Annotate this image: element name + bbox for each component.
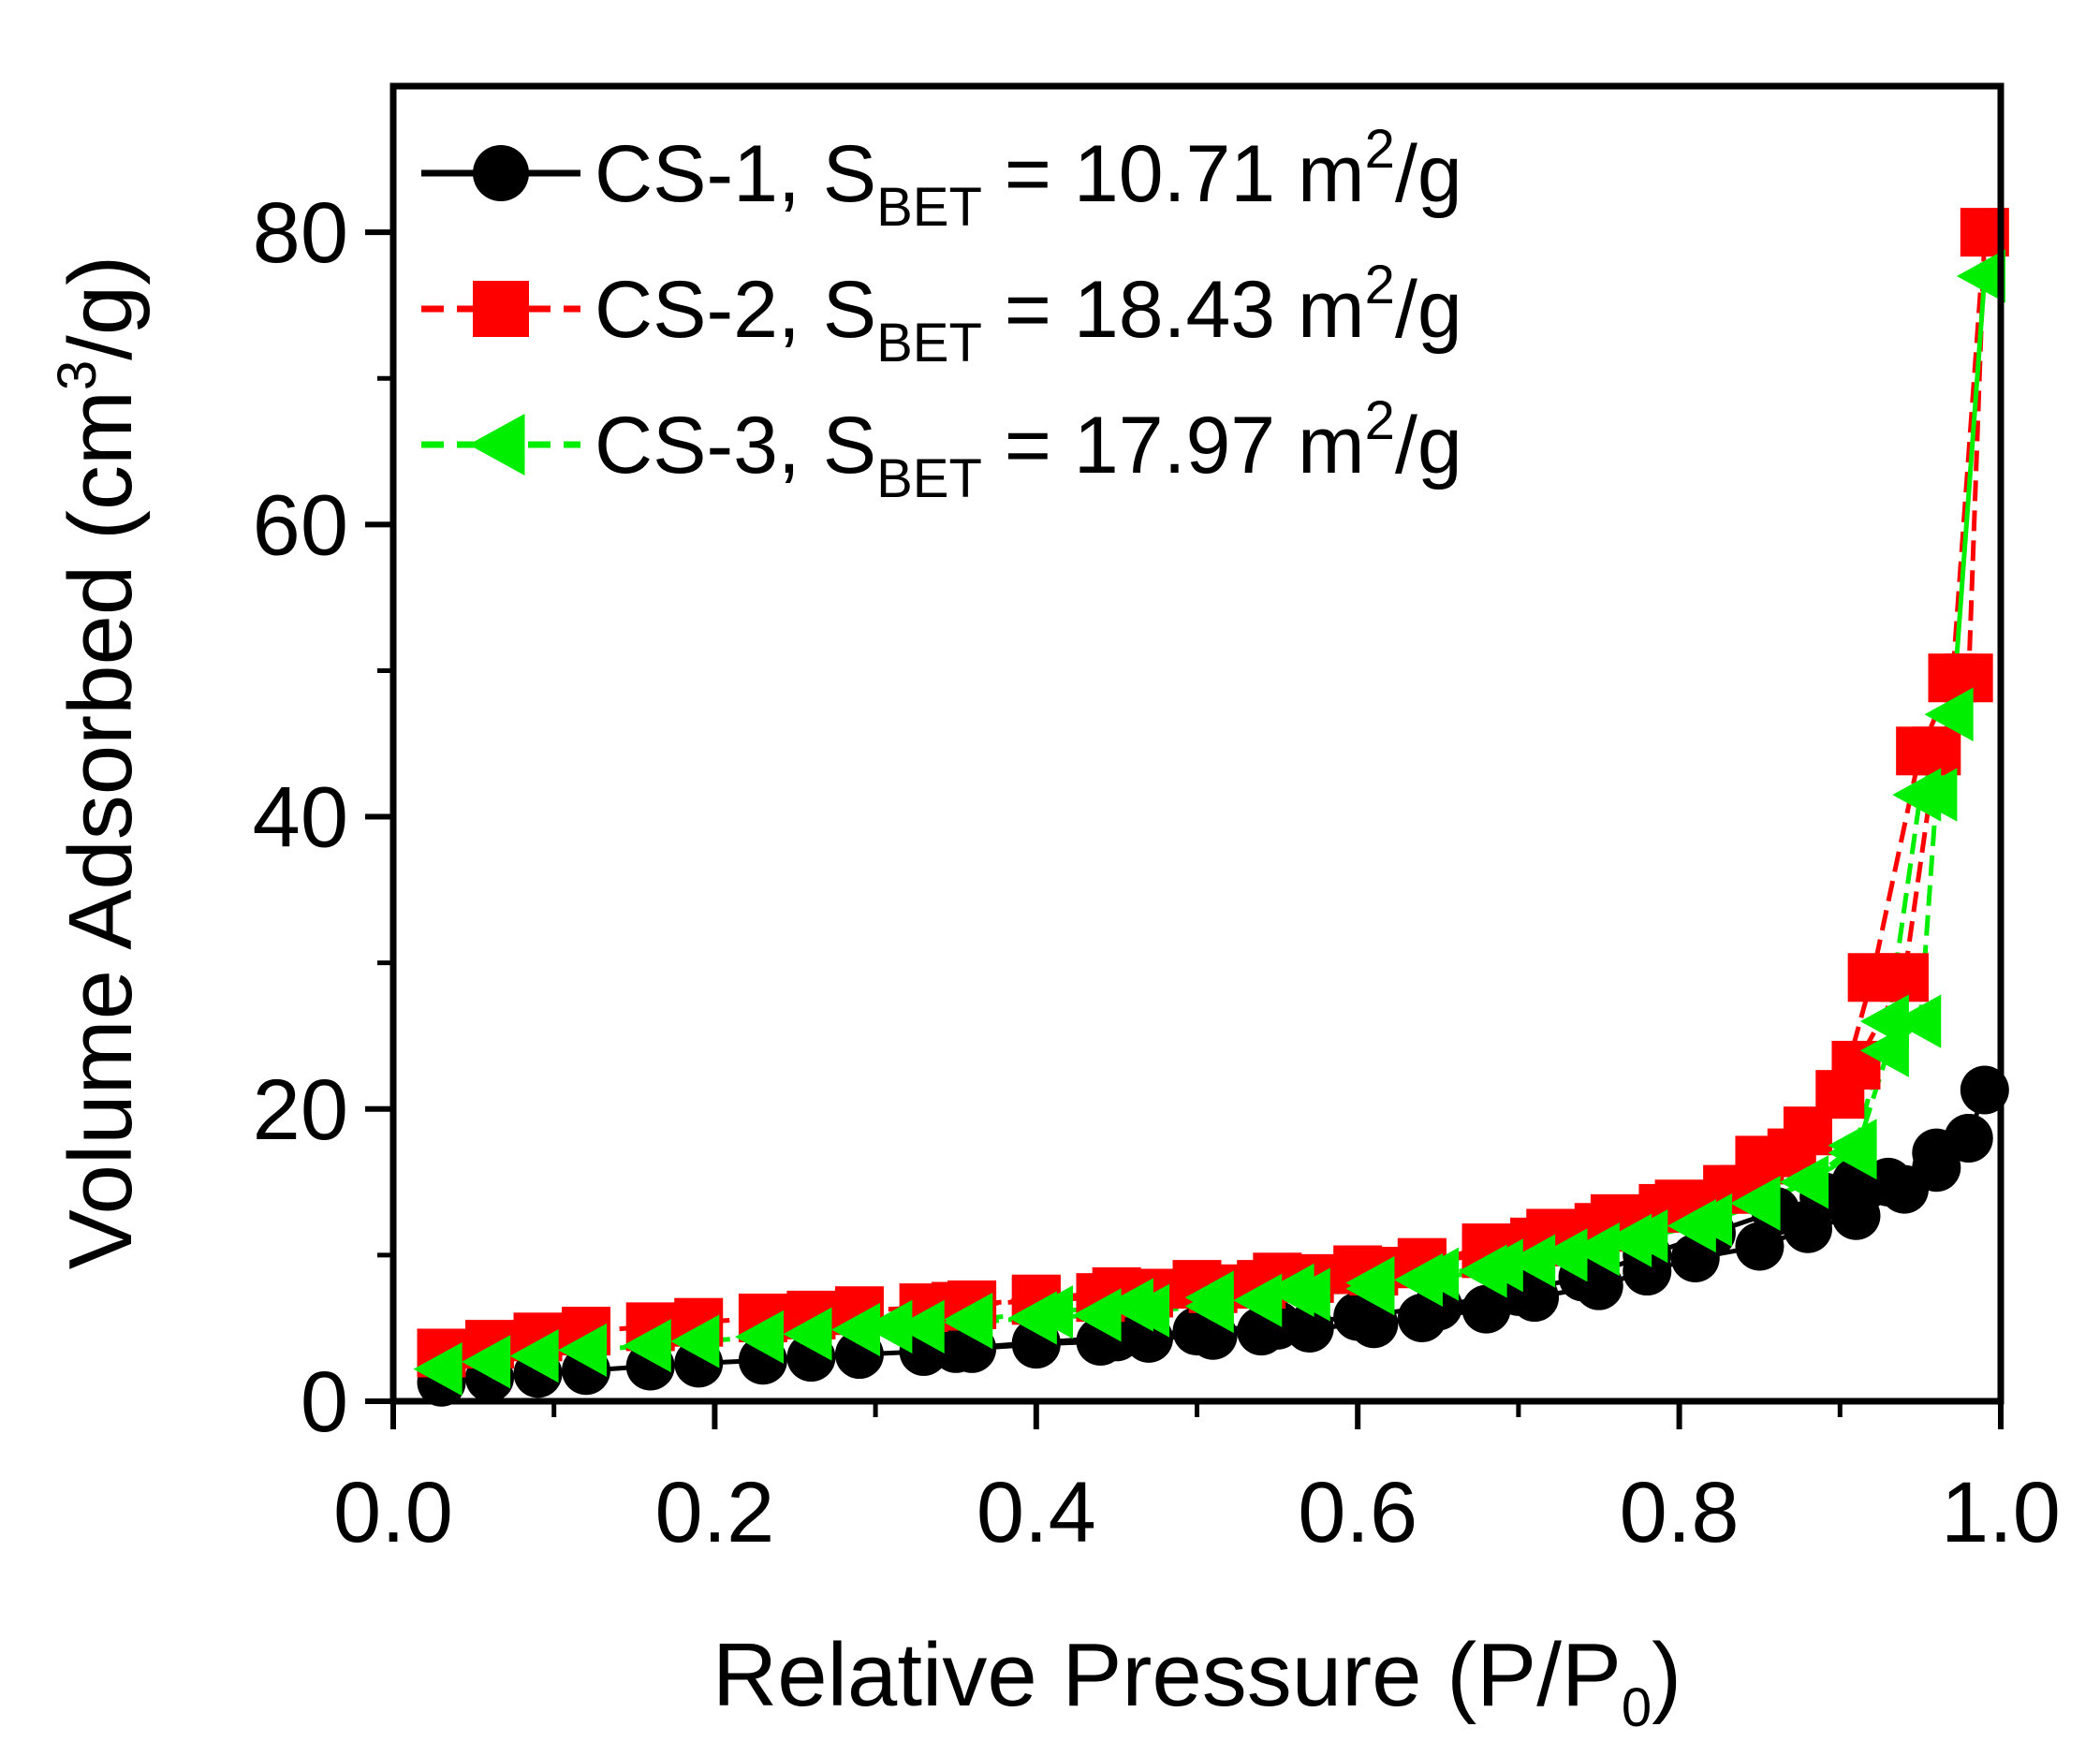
y-tick-label: 80 (253, 185, 348, 281)
series-3-point (1892, 768, 1942, 822)
series-3-point (509, 1329, 559, 1383)
series-3-point (895, 1299, 945, 1354)
series-3-point (1474, 1238, 1523, 1293)
series-3-point (783, 1307, 832, 1361)
series-3-point (1828, 1119, 1877, 1173)
y-axis-title: Volume Adsorbed (cm3/g) (47, 256, 151, 1269)
series-3-point (670, 1314, 720, 1368)
series-3-point (558, 1323, 608, 1377)
series-3-point (622, 1319, 671, 1373)
series-3-point (413, 1342, 463, 1397)
series-3-point (1731, 1177, 1781, 1231)
y-tick-label: 0 (301, 1354, 348, 1450)
series-3-point (1667, 1199, 1716, 1253)
y-axis-title-end: /g) (51, 256, 151, 360)
x-axis-title: Relative Pressure (P/P0) (712, 1625, 1681, 1738)
series-3-point (1924, 687, 1974, 741)
legend-marker-3 (468, 414, 525, 476)
series-3-point (1184, 1270, 1234, 1324)
series-3-point (1265, 1263, 1314, 1317)
legend-marker-1 (473, 145, 529, 201)
x-axis-title-subscript: 0 (1622, 1677, 1652, 1738)
legend-label-3: CS-3, SBET = 17.97 m2/g (595, 390, 1462, 509)
y-axis-tick-labels: 0 20 40 60 80 (253, 185, 348, 1450)
x-tick-label: 0.8 (1620, 1465, 1740, 1560)
legend: CS-1, SBET = 10.71 m2/g CS-2, SBET = 18.4… (421, 119, 1462, 509)
x-axis-tick-labels: 0.0 0.2 0.4 0.6 0.8 1.0 (333, 1465, 2061, 1560)
x-tick-label: 0.4 (977, 1465, 1096, 1560)
series-3-point (1956, 249, 2005, 303)
x-tick-label: 0.0 (333, 1465, 453, 1560)
series-3-point (1506, 1234, 1556, 1288)
x-axis-title-end: ) (1652, 1625, 1681, 1725)
series-3-point (1104, 1278, 1153, 1332)
series-3-point (735, 1310, 785, 1364)
series-3-point (1892, 994, 1942, 1048)
series-1-point (1944, 1114, 1993, 1163)
series-3-point (1233, 1273, 1283, 1327)
series-3-point (1538, 1228, 1588, 1282)
series-3-point (944, 1292, 993, 1347)
series-2-point (1847, 953, 1897, 1002)
legend-label-2: CS-2, SBET = 18.43 m2/g (595, 255, 1462, 373)
series-3-point (462, 1335, 511, 1389)
series-3-point (1024, 1285, 1074, 1339)
legend-marker-2 (473, 281, 529, 337)
series-1-point (1333, 1292, 1383, 1341)
x-tick-label: 0.6 (1298, 1465, 1417, 1560)
y-axis-title-superscript: 3 (47, 360, 108, 390)
x-tick-label: 0.2 (654, 1465, 774, 1560)
y-axis-title-main: Volume Adsorbed (cm (51, 390, 151, 1269)
x-axis-ticks (390, 1401, 2004, 1429)
series-3-point (1345, 1255, 1395, 1310)
series-2-point (1815, 1070, 1865, 1119)
series-3-point (1780, 1155, 1829, 1209)
series-3-point (1859, 994, 1909, 1048)
series-1-point (1960, 1065, 2009, 1115)
series-3-point (1072, 1288, 1122, 1342)
series-markers (413, 208, 2009, 1407)
series-3-point (1603, 1213, 1652, 1267)
series-3-point (1410, 1247, 1460, 1301)
series-1-point (1912, 1143, 1961, 1193)
series-3-point (1570, 1222, 1620, 1277)
series-2-point (1896, 726, 1946, 776)
y-tick-label: 40 (253, 770, 348, 866)
x-tick-label: 1.0 (1941, 1465, 2061, 1560)
y-tick-label: 20 (253, 1062, 348, 1158)
y-tick-label: 60 (253, 477, 348, 573)
series-3-point (831, 1302, 881, 1357)
x-axis-title-main: Relative Pressure (P/P (712, 1625, 1622, 1725)
legend-label-1: CS-1, SBET = 10.71 m2/g (595, 119, 1462, 238)
y-axis-ticks (365, 229, 393, 1404)
series-3-point (863, 1299, 913, 1354)
